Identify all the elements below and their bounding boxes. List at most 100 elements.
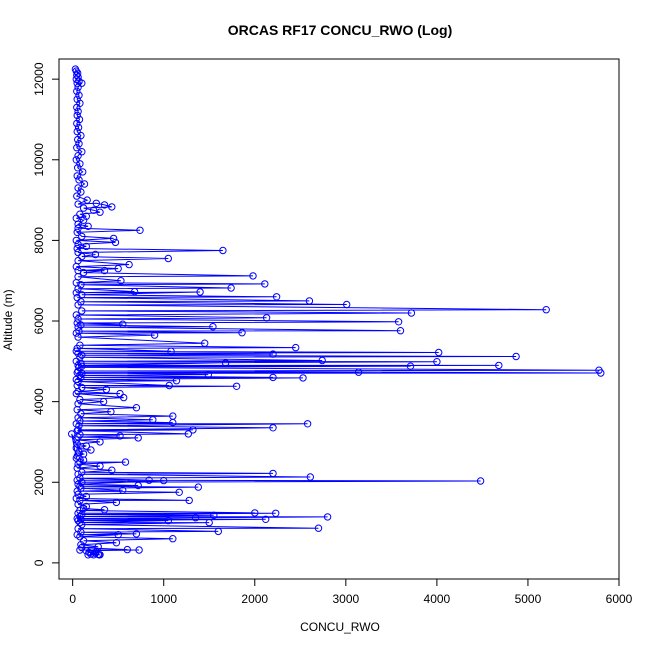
- data-point: [262, 314, 271, 322]
- data-point: [83, 196, 91, 204]
- data-point: [314, 524, 323, 532]
- x-tick-label: 0: [69, 592, 76, 606]
- data-point: [205, 518, 213, 527]
- data-point: [433, 358, 441, 366]
- data-point: [74, 349, 82, 357]
- data-point: [73, 119, 81, 128]
- data-point: [123, 545, 132, 554]
- data-point: [136, 226, 144, 235]
- data-point: [74, 248, 82, 257]
- data-point: [74, 460, 82, 468]
- data-point: [74, 224, 82, 233]
- data-point: [73, 111, 81, 120]
- data-point: [134, 481, 142, 490]
- data-point: [74, 315, 82, 323]
- data-point: [73, 319, 81, 327]
- data-point: [74, 240, 82, 249]
- data-point: [435, 348, 443, 357]
- data-point: [73, 244, 81, 253]
- data-point: [196, 288, 204, 296]
- data-point: [238, 329, 246, 337]
- data-point: [269, 469, 277, 478]
- data-point: [191, 514, 200, 522]
- data-point: [108, 203, 116, 211]
- data-point: [121, 458, 130, 466]
- data-point: [251, 509, 259, 517]
- data-point: [269, 350, 277, 358]
- data-point: [112, 539, 121, 547]
- data-point: [249, 272, 257, 280]
- data-point: [303, 420, 312, 428]
- data-point: [73, 144, 81, 152]
- data-point: [75, 363, 83, 372]
- data-point: [75, 91, 83, 100]
- data-point: [262, 515, 270, 523]
- data-point: [96, 462, 104, 470]
- data-point: [209, 323, 217, 331]
- data-point: [96, 551, 104, 559]
- data-point: [109, 234, 118, 243]
- data-point: [100, 266, 109, 275]
- data-point: [79, 168, 87, 176]
- data-point: [76, 395, 84, 404]
- data-point: [78, 383, 86, 392]
- data-point: [94, 543, 102, 551]
- plot-frame: [58, 58, 620, 580]
- data-point: [74, 83, 82, 91]
- data-point: [194, 483, 203, 491]
- data-point: [68, 430, 76, 438]
- data-point: [87, 446, 95, 454]
- data-point: [74, 333, 82, 341]
- data-point: [78, 351, 86, 359]
- x-axis: 0 1000 2000 3000 4000 5000 6000: [69, 579, 633, 606]
- data-point: [74, 164, 82, 172]
- data-point: [72, 436, 81, 444]
- data-point: [73, 293, 81, 302]
- data-point: [99, 397, 108, 406]
- data-point: [102, 385, 111, 394]
- data-point: [108, 466, 116, 474]
- x-tick-label: 4000: [424, 592, 451, 606]
- data-point: [597, 369, 605, 377]
- data-point: [495, 361, 503, 370]
- data-point: [406, 362, 415, 370]
- data-point: [272, 509, 280, 517]
- y-axis-label: Altitude (m): [1, 289, 15, 350]
- data-point: [396, 327, 405, 335]
- data-point: [73, 103, 81, 112]
- data-point: [306, 473, 314, 481]
- data-point: [117, 277, 125, 285]
- data-point: [210, 511, 218, 519]
- data-point: [72, 389, 81, 398]
- x-axis-label: CONCU_RWO: [300, 620, 380, 634]
- data-point: [80, 180, 89, 188]
- data-point: [76, 496, 84, 505]
- data-point: [96, 208, 104, 216]
- data-point: [394, 318, 403, 326]
- data-point: [116, 432, 124, 440]
- x-tick-label: 5000: [515, 592, 542, 606]
- data-point: [84, 551, 92, 559]
- data-point: [75, 176, 83, 184]
- data-point: [74, 516, 82, 525]
- data-point: [164, 516, 173, 525]
- data-point: [305, 297, 314, 305]
- data-point: [169, 535, 177, 543]
- data-point: [72, 329, 81, 337]
- data-point: [74, 200, 82, 208]
- data-point: [149, 416, 157, 424]
- data-point: [72, 357, 81, 365]
- data-point: [354, 368, 363, 376]
- data-point: [74, 220, 82, 229]
- data-point: [73, 440, 81, 448]
- data-point: [74, 135, 82, 144]
- data-point: [79, 216, 88, 224]
- data-point: [73, 79, 81, 87]
- data-point: [82, 442, 91, 450]
- y-tick-label: 6000: [32, 307, 46, 334]
- y-tick-label: 10000: [32, 143, 46, 177]
- data-point: [76, 458, 84, 466]
- data-point: [219, 246, 227, 255]
- data-point: [74, 426, 82, 434]
- data-point: [77, 541, 85, 549]
